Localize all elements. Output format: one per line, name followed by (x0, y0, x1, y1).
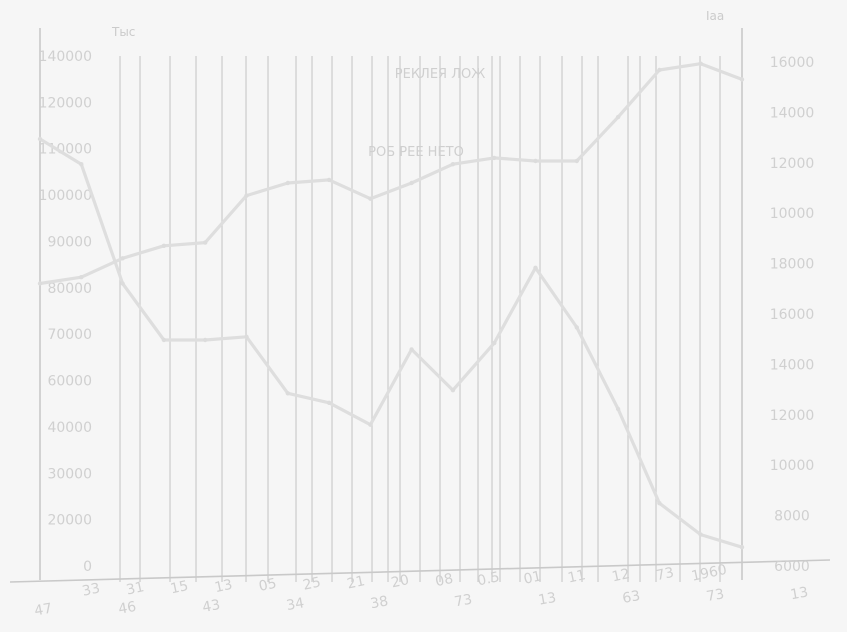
x-bottom-label: 13 (537, 590, 557, 609)
data-point (120, 281, 125, 286)
data-point (368, 196, 373, 201)
left-axis-unit: Тыс (111, 25, 135, 39)
data-point (657, 67, 662, 73)
annotation-label: РОБ РЕЕ НЕТО (368, 145, 464, 160)
x-bottom-label: 73 (705, 586, 725, 605)
data-point (739, 77, 745, 82)
data-point (698, 61, 703, 66)
x-axis-line (9, 559, 831, 583)
data-point (615, 114, 621, 120)
data-point (492, 340, 497, 346)
right-tick-label: 10000 (770, 206, 815, 222)
data-point (326, 177, 332, 183)
data-point (244, 334, 249, 339)
x-tick-label: 20 (390, 572, 411, 591)
right-tick-label: 6000 (774, 559, 810, 575)
data-point (79, 275, 84, 280)
data-point (409, 180, 414, 186)
left-tick-label: 90000 (47, 234, 92, 250)
left-tick-label: 120000 (39, 95, 92, 111)
x-tick-label: 25 (302, 574, 323, 593)
right-axis-unit: Iaa (706, 9, 724, 23)
left-tick-label: 0 (83, 559, 92, 575)
left-tick-label: 30000 (47, 466, 92, 482)
left-tick-label: 40000 (47, 420, 92, 436)
right-tick-label: 10000 (770, 458, 815, 474)
data-point (79, 162, 84, 167)
series-line-2 (39, 62, 743, 286)
x-tick-label: 31 (125, 579, 146, 598)
data-point (37, 136, 43, 142)
right-tick-label: 14000 (770, 105, 815, 121)
x-bottom-label: 38 (369, 593, 389, 612)
right-tick-label: 14000 (770, 357, 815, 373)
x-bottom-label: 43 (201, 597, 221, 616)
left-tick-label: 20000 (47, 513, 92, 529)
left-tick-label: 140000 (39, 49, 92, 65)
right-tick-label: 8000 (774, 509, 810, 525)
data-point (285, 391, 290, 396)
x-tick-label: 01 (522, 568, 543, 587)
data-point (615, 406, 621, 412)
data-point (574, 325, 579, 330)
data-point (533, 158, 538, 164)
data-point (533, 265, 538, 270)
right-tick-label: 16000 (770, 307, 815, 323)
left-tick-label: 70000 (47, 327, 92, 343)
x-tick-label: 12 (611, 566, 632, 585)
data-point (698, 532, 703, 537)
x-bottom-label: 47 (33, 601, 53, 620)
x-tick-label: 08 (434, 571, 455, 590)
annotation-label: РЕКЛЕЯ ЛОЖ (395, 67, 485, 82)
data-point (368, 422, 373, 427)
data-point (203, 240, 208, 245)
x-tick-label: 0.5 (476, 569, 501, 589)
x-tick-label: 05 (257, 576, 278, 595)
left-tick-label: 60000 (47, 374, 92, 390)
data-point (120, 256, 125, 261)
x-bottom-label: 13 (789, 584, 809, 603)
x-bottom-label: 63 (621, 588, 641, 607)
data-point (161, 337, 167, 343)
data-point (326, 400, 332, 405)
data-point (492, 155, 497, 161)
x-tick-label: 13 (213, 577, 234, 596)
data-point (161, 243, 167, 248)
data-point (37, 281, 43, 286)
data-point (574, 158, 579, 164)
x-tick-label: 15 (169, 578, 190, 597)
data-point (450, 162, 456, 167)
data-point (244, 193, 249, 198)
right-tick-label: 12000 (770, 156, 815, 172)
data-point (203, 337, 208, 343)
data-point (409, 347, 414, 352)
data-point (657, 501, 662, 506)
x-tick-label: 21 (346, 573, 367, 592)
left-tick-label: 80000 (47, 281, 92, 297)
x-tick-label: 33 (81, 580, 102, 599)
series-line-1 (39, 137, 743, 549)
x-tick-label: 1960 (690, 562, 728, 585)
x-bottom-label: 46 (117, 599, 137, 618)
x-tick-label: 11 (566, 567, 587, 586)
x-tick-label: 73 (655, 565, 676, 584)
right-tick-label: 12000 (770, 408, 815, 424)
left-tick-label: 100000 (39, 188, 92, 204)
right-tick-label: 16000 (770, 55, 815, 71)
x-bottom-label: 73 (453, 592, 473, 611)
data-point (739, 545, 745, 550)
data-point (285, 180, 290, 186)
right-tick-label: 18000 (770, 257, 815, 273)
x-bottom-label: 34 (285, 595, 305, 614)
data-point (450, 388, 456, 393)
